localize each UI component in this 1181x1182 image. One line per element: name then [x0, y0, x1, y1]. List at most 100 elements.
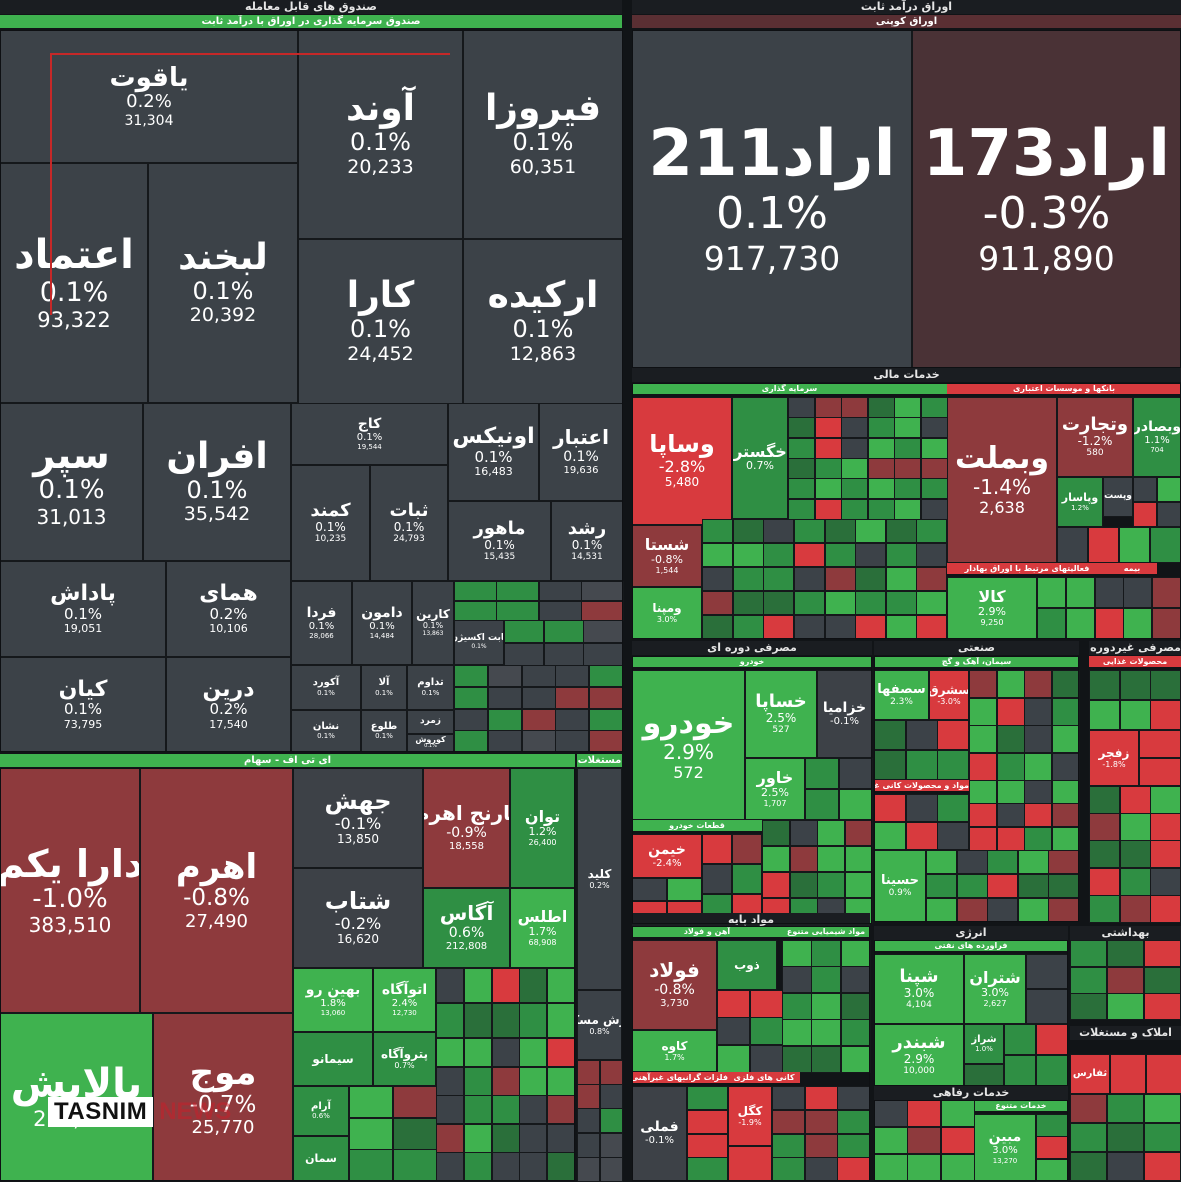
tile-tadavom[interactable]: تداوم 0.1% — [407, 665, 454, 710]
tile-sabat[interactable]: ثبات 0.1% 24,793 — [370, 465, 448, 581]
small-stock-tile[interactable] — [1095, 608, 1124, 639]
tile-labkhand[interactable]: لبخند 0.1% 20,392 — [148, 163, 298, 403]
small-stock-tile[interactable] — [957, 898, 988, 922]
small-stock-tile[interactable] — [868, 397, 895, 418]
small-stock-tile[interactable] — [997, 780, 1025, 804]
small-stock-tile[interactable] — [1150, 527, 1181, 563]
tile-kaveh[interactable]: کاوه 1.7% — [632, 1030, 717, 1072]
small-stock-tile[interactable] — [1018, 874, 1049, 898]
small-stock-tile[interactable] — [492, 1003, 520, 1038]
small-stock-tile[interactable] — [782, 1046, 812, 1073]
small-stock-tile[interactable] — [868, 499, 895, 520]
tile-etebar[interactable]: اعتبار 0.1% 19,636 — [539, 403, 623, 501]
small-stock-tile[interactable] — [837, 1086, 870, 1110]
small-stock-tile[interactable] — [1120, 670, 1151, 700]
tile-hasina[interactable]: حسینا 0.9% — [874, 850, 926, 922]
tile-shetran[interactable]: شتران 3.0% 2,627 — [964, 954, 1026, 1024]
small-stock-tile[interactable] — [547, 968, 575, 1003]
small-stock-tile[interactable] — [1150, 840, 1181, 868]
small-stock-tile[interactable] — [1036, 1136, 1068, 1159]
tile-zob[interactable]: ذوب — [717, 940, 777, 990]
small-stock-tile[interactable] — [732, 864, 762, 894]
small-stock-tile[interactable] — [1150, 786, 1181, 814]
tile-sesharq[interactable]: سشرق -3.0% — [929, 670, 969, 720]
small-stock-tile[interactable] — [788, 417, 815, 438]
small-stock-tile[interactable] — [837, 1110, 870, 1134]
small-stock-tile[interactable] — [1120, 786, 1151, 814]
small-stock-tile[interactable] — [841, 1019, 871, 1046]
small-stock-tile[interactable] — [997, 698, 1025, 726]
small-stock-tile[interactable] — [921, 458, 948, 479]
small-stock-tile[interactable] — [841, 458, 868, 479]
small-stock-tile[interactable] — [841, 966, 871, 993]
small-stock-tile[interactable] — [907, 1100, 941, 1127]
small-stock-tile[interactable] — [941, 1100, 975, 1127]
small-stock-tile[interactable] — [732, 834, 762, 864]
small-stock-tile[interactable] — [1070, 967, 1107, 994]
tile-fameli[interactable]: فملی -0.1% — [632, 1086, 687, 1181]
small-stock-tile[interactable] — [916, 567, 947, 591]
small-stock-tile[interactable] — [1052, 753, 1080, 781]
small-stock-tile[interactable] — [916, 591, 947, 615]
small-stock-tile[interactable] — [969, 780, 997, 804]
small-stock-tile[interactable] — [1052, 803, 1080, 827]
small-stock-tile[interactable] — [750, 1017, 783, 1045]
small-stock-tile[interactable] — [1152, 577, 1181, 608]
small-stock-tile[interactable] — [519, 1095, 547, 1124]
small-stock-tile[interactable] — [577, 1157, 600, 1182]
small-stock-tile[interactable] — [1052, 698, 1080, 726]
small-stock-tile[interactable] — [547, 1152, 575, 1181]
small-stock-tile[interactable] — [805, 1110, 838, 1134]
small-stock-tile[interactable] — [581, 601, 624, 621]
small-stock-tile[interactable] — [811, 1019, 841, 1046]
tile-kaj[interactable]: کاج 0.1% 19,544 — [291, 403, 448, 465]
small-stock-tile[interactable] — [1089, 700, 1120, 730]
small-stock-tile[interactable] — [969, 827, 997, 851]
small-stock-tile[interactable] — [733, 519, 764, 543]
small-stock-tile[interactable] — [815, 397, 842, 418]
small-stock-tile[interactable] — [750, 990, 783, 1018]
small-stock-tile[interactable] — [733, 567, 764, 591]
tile-homai[interactable]: همای 0.2% 10,106 — [166, 561, 291, 657]
small-stock-tile[interactable] — [855, 567, 886, 591]
tile-yaqut[interactable]: یاقوت 0.2% 31,304 — [0, 30, 298, 163]
small-stock-tile[interactable] — [733, 543, 764, 567]
tile-farda[interactable]: فردا 0.1% 28,066 — [291, 581, 352, 665]
small-stock-tile[interactable] — [969, 698, 997, 726]
tile-shasta[interactable]: شستا -0.8% 1,544 — [632, 525, 702, 587]
small-stock-tile[interactable] — [436, 1095, 464, 1124]
tile-afran[interactable]: افران 0.1% 35,542 — [143, 403, 291, 561]
small-stock-tile[interactable] — [1057, 527, 1088, 563]
small-stock-tile[interactable] — [855, 543, 886, 567]
small-stock-tile[interactable] — [1120, 840, 1151, 868]
small-stock-tile[interactable] — [1052, 670, 1080, 698]
small-stock-tile[interactable] — [782, 966, 812, 993]
small-stock-tile[interactable] — [941, 1127, 975, 1154]
small-stock-tile[interactable] — [805, 758, 839, 789]
small-stock-tile[interactable] — [906, 750, 938, 780]
small-stock-tile[interactable] — [496, 601, 539, 621]
small-stock-tile[interactable] — [794, 615, 825, 639]
small-stock-tile[interactable] — [937, 794, 969, 822]
tile-firooza[interactable]: فیروزا 0.1% 60,351 — [463, 30, 623, 239]
small-stock-tile[interactable] — [436, 1038, 464, 1067]
small-stock-tile[interactable] — [1123, 608, 1152, 639]
small-stock-tile[interactable] — [488, 687, 522, 709]
small-stock-tile[interactable] — [349, 1149, 393, 1181]
small-stock-tile[interactable] — [1026, 954, 1068, 989]
small-stock-tile[interactable] — [702, 834, 732, 864]
tile-koorosh[interactable]: کوروش 0.1% — [407, 734, 454, 752]
small-stock-tile[interactable] — [937, 720, 969, 750]
small-stock-tile[interactable] — [1152, 608, 1181, 639]
small-stock-tile[interactable] — [750, 1045, 783, 1073]
small-stock-tile[interactable] — [454, 730, 488, 752]
small-stock-tile[interactable] — [1004, 1055, 1036, 1086]
small-stock-tile[interactable] — [815, 499, 842, 520]
tile-kelid[interactable]: کلید 0.2% — [577, 768, 622, 990]
tile-mahoor[interactable]: ماهور 0.1% 15,435 — [448, 501, 551, 581]
small-stock-tile[interactable] — [522, 687, 556, 709]
small-stock-tile[interactable] — [886, 543, 917, 567]
small-stock-tile[interactable] — [1088, 527, 1119, 563]
small-stock-tile[interactable] — [519, 1003, 547, 1038]
tile-kagol[interactable]: کگل -1.9% — [728, 1086, 772, 1146]
